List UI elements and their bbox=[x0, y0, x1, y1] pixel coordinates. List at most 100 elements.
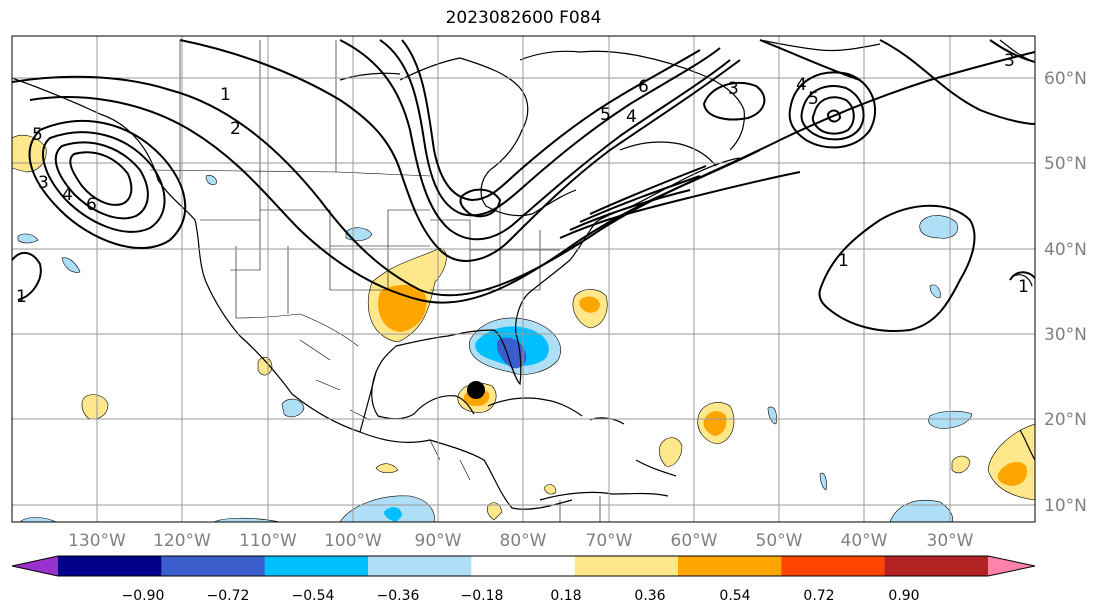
positive-anomaly-atlantic-core bbox=[579, 296, 600, 313]
colorbar-outline bbox=[11, 555, 1036, 577]
positive-anomaly-tiny bbox=[543, 484, 557, 495]
positive-anomaly-caribbean-core bbox=[703, 411, 727, 436]
lon-tick-label: 120°W bbox=[153, 531, 211, 551]
colorbar-tick-label: −0.36 bbox=[377, 588, 420, 604]
lat-tick-label: 60°N bbox=[1044, 69, 1087, 89]
contour-3-iceland bbox=[989, 39, 1035, 63]
colorbar-segment bbox=[574, 556, 679, 576]
contour-2-greenland bbox=[759, 39, 861, 81]
lat-tick-label: 30°N bbox=[1044, 325, 1087, 345]
positive-anomaly-panama bbox=[486, 502, 503, 521]
lon-tick-label: 30°W bbox=[927, 531, 974, 551]
us-canada-border bbox=[149, 169, 431, 177]
colorbar-segment bbox=[471, 556, 576, 576]
contour-lines bbox=[12, 39, 1035, 332]
south-america-coast bbox=[539, 491, 669, 501]
cuba-coast bbox=[487, 397, 583, 417]
contour-4-coastal bbox=[589, 165, 707, 215]
contour-3-main bbox=[179, 39, 741, 262]
contour-1-east-edge bbox=[1009, 271, 1035, 281]
colorbar-tick-label: −0.72 bbox=[207, 588, 250, 604]
negative-anomaly-pacific-a bbox=[17, 233, 39, 244]
plot-title: 2023082600 F084 bbox=[445, 8, 602, 28]
arctic-coast bbox=[339, 72, 401, 81]
contour-3-northeast bbox=[879, 39, 1035, 125]
greenland-coast bbox=[759, 39, 881, 52]
negative-anomaly-bottom-a-core bbox=[384, 507, 402, 522]
colorbar-tick-label: −0.90 bbox=[122, 588, 165, 604]
contour-3-closed-atlantic bbox=[702, 81, 766, 121]
contour-4-main bbox=[339, 39, 731, 241]
contour-pacific-low-4 bbox=[54, 141, 149, 220]
colorbar-segment bbox=[678, 556, 782, 576]
lat-tick-label: 20°N bbox=[1044, 410, 1087, 430]
colorbar-segment bbox=[884, 556, 989, 576]
africa-coast bbox=[1019, 429, 1035, 461]
antilles-coast bbox=[635, 459, 677, 477]
lon-tick-label: 100°W bbox=[324, 531, 382, 551]
contour-label: 1 bbox=[838, 251, 849, 271]
lon-tick-label: 110°W bbox=[239, 531, 297, 551]
contour-low-great-lakes bbox=[459, 188, 502, 218]
colorbar-extend-min bbox=[12, 556, 58, 576]
hudson-bay-coast bbox=[399, 57, 577, 217]
colorbar-segment bbox=[58, 556, 162, 576]
contour-6-main bbox=[401, 39, 701, 202]
contour-label: 6 bbox=[86, 195, 97, 215]
colorbar-segment bbox=[368, 556, 472, 576]
labrador-coast bbox=[519, 50, 745, 151]
longitude-tick-labels: 130°W 120°W 110°W 100°W 90°W 80°W 70°W 6… bbox=[68, 531, 974, 551]
colorbar-segment bbox=[161, 556, 266, 576]
lon-tick-label: 70°W bbox=[586, 531, 633, 551]
colorbar-segment bbox=[264, 556, 369, 576]
negative-anomaly-pacific-b bbox=[61, 257, 81, 273]
colorbar-tick-label: −0.18 bbox=[461, 588, 504, 604]
contour-label: 1 bbox=[16, 287, 27, 307]
positive-anomaly-small-east bbox=[951, 455, 971, 474]
contour-label: 1 bbox=[1018, 277, 1029, 297]
contour-pacific-low-outer bbox=[28, 119, 187, 249]
colorbar-tick-labels: −0.90 −0.72 −0.54 −0.36 −0.18 0.18 0.36 … bbox=[122, 588, 920, 604]
positive-anomaly-antilles bbox=[658, 437, 683, 467]
contour-label: 5 bbox=[32, 125, 43, 145]
contour-label: 3 bbox=[728, 79, 739, 99]
canaries-coast bbox=[1013, 274, 1033, 287]
lon-tick-label: 90°W bbox=[415, 531, 462, 551]
contour-pacific-low-5 bbox=[69, 151, 133, 206]
positive-anomaly-east-core bbox=[997, 461, 1028, 486]
contour-1-coastal bbox=[559, 171, 801, 239]
yucatan-coast bbox=[371, 371, 475, 420]
lat-tick-label: 50°N bbox=[1044, 154, 1087, 174]
contour-high-center bbox=[826, 109, 842, 123]
political-borders bbox=[149, 40, 601, 522]
positive-anomaly-pacific-mexico bbox=[375, 463, 399, 474]
colorbar-tick-label: 0.54 bbox=[719, 588, 750, 604]
contour-1-pacific-edge bbox=[12, 252, 42, 301]
colorbar-segment bbox=[781, 556, 886, 576]
lat-tick-label: 40°N bbox=[1044, 240, 1087, 260]
contour-pacific-low-3 bbox=[42, 131, 166, 233]
lon-tick-label: 50°W bbox=[756, 531, 803, 551]
contour-4-ring-mid bbox=[800, 85, 865, 141]
contour-2-coastal bbox=[569, 189, 691, 231]
colorbar-tick-label: 0.90 bbox=[888, 588, 919, 604]
contour-label: 3 bbox=[38, 173, 49, 193]
contour-1-atlantic-closed bbox=[818, 204, 976, 332]
pacific-coast-americas bbox=[12, 77, 573, 510]
negative-anomaly-mexico-pacific bbox=[281, 398, 305, 418]
colorbar-tick-label: −0.54 bbox=[292, 588, 335, 604]
negative-anomaly-bottom-b bbox=[889, 499, 953, 522]
negative-anomaly-atlantic-tiny bbox=[929, 284, 941, 299]
contour-label: 4 bbox=[796, 75, 807, 95]
contour-label: 5 bbox=[808, 89, 819, 109]
contour-label: 2 bbox=[230, 119, 241, 139]
colorbar-tick-label: 0.36 bbox=[634, 588, 665, 604]
contour-1-main bbox=[12, 51, 1035, 297]
negative-anomaly-atlantic-north bbox=[919, 215, 959, 239]
negative-anomaly-canada-small bbox=[205, 175, 217, 185]
lon-tick-label: 80°W bbox=[500, 531, 547, 551]
contour-5-ring bbox=[811, 96, 855, 135]
lon-tick-label: 60°W bbox=[671, 531, 718, 551]
colorbar-extend-max bbox=[988, 556, 1035, 576]
